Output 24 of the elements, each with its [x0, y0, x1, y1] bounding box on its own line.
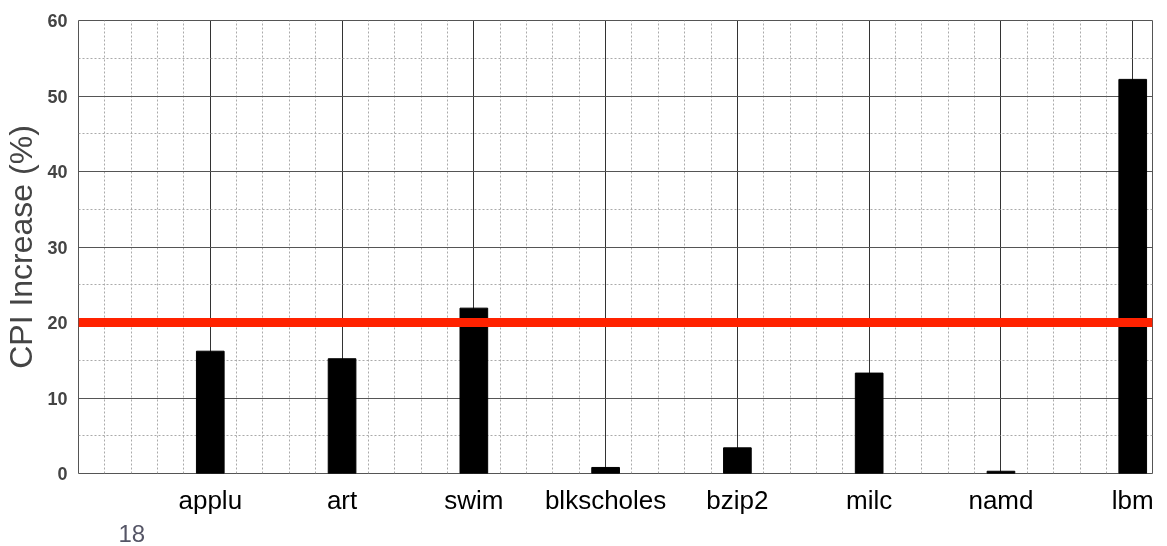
- bar: [459, 307, 489, 474]
- y-tick-label: 20: [47, 313, 68, 333]
- bar: [723, 447, 752, 474]
- bar: [854, 372, 884, 474]
- y-tick-label: 30: [47, 237, 68, 258]
- y-axis-title: CPI Increase (%): [3, 125, 40, 369]
- x-tick-label: applu: [178, 484, 243, 515]
- text: 18: [118, 519, 146, 546]
- y-tick-label: 50: [47, 86, 68, 107]
- bar: [1118, 78, 1148, 474]
- y-tick-label: 40: [47, 162, 68, 182]
- x-tick-label: blkscholes: [544, 484, 667, 515]
- y-tick-label: 10: [47, 388, 68, 409]
- y-tick-label: 0: [57, 464, 68, 484]
- x-tick-label: namd: [968, 484, 1034, 515]
- bar: [591, 466, 620, 474]
- x-tick-label: milc: [846, 484, 893, 515]
- x-tick-label: bzip2: [706, 484, 769, 515]
- x-tick-label: swim: [444, 484, 504, 515]
- y-tick-label: 60: [47, 11, 68, 31]
- x-tick-label: lbm: [1111, 484, 1154, 515]
- bar: [327, 358, 357, 474]
- bar: [195, 350, 225, 474]
- x-tick-label: art: [326, 484, 359, 515]
